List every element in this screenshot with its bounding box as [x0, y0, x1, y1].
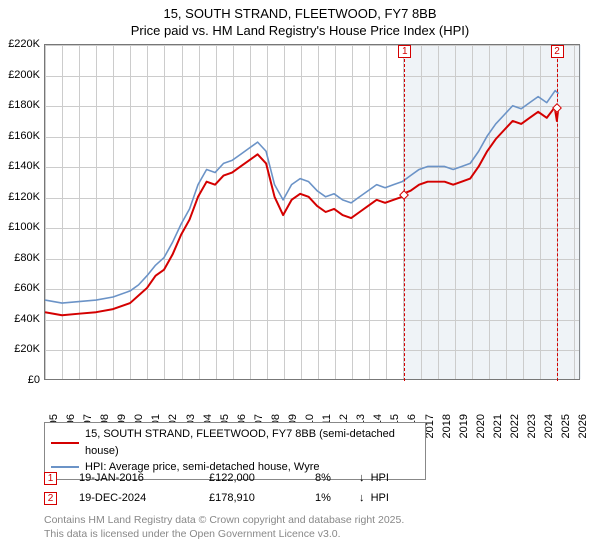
y-axis-label: £0: [4, 374, 40, 386]
sales-row-pct: 1%: [315, 492, 359, 504]
gridline-v: [489, 45, 490, 379]
y-axis-label: £60K: [4, 282, 40, 294]
callout-number-box: 2: [551, 45, 564, 58]
gridline-h: [45, 76, 579, 77]
series-line: [45, 91, 559, 304]
footer-line2: This data is licensed under the Open Gov…: [44, 528, 404, 542]
gridline-v: [369, 45, 370, 379]
y-axis-label: £160K: [4, 130, 40, 142]
gridline-v: [113, 45, 114, 379]
gridline-v: [455, 45, 456, 379]
gridline-v: [62, 45, 63, 379]
y-axis-label: £100K: [4, 221, 40, 233]
gridline-v: [79, 45, 80, 379]
title-line1: 15, SOUTH STRAND, FLEETWOOD, FY7 8BB: [0, 6, 600, 23]
x-axis-label: 2026: [577, 414, 589, 438]
gridline-v: [45, 45, 46, 379]
x-axis-label: 2025: [560, 414, 572, 438]
gridline-h: [45, 198, 579, 199]
gridline-v: [130, 45, 131, 379]
gridline-h: [45, 259, 579, 260]
y-axis-label: £120K: [4, 191, 40, 203]
callout-number-box: 1: [398, 45, 411, 58]
y-axis-label: £140K: [4, 160, 40, 172]
x-axis-label: 2019: [458, 414, 470, 438]
sales-row-number: 1: [44, 472, 57, 485]
y-axis-label: £80K: [4, 252, 40, 264]
gridline-v: [352, 45, 353, 379]
y-axis-label: £20K: [4, 343, 40, 355]
callout-marker: [399, 190, 409, 200]
y-axis-label: £40K: [4, 313, 40, 325]
gridline-h: [45, 350, 579, 351]
gridline-v: [233, 45, 234, 379]
sales-row-pct: 8%: [315, 472, 359, 484]
footer-line1: Contains HM Land Registry data © Crown c…: [44, 514, 404, 528]
y-axis-label: £200K: [4, 69, 40, 81]
sales-row-price: £178,910: [209, 492, 315, 504]
x-axis-label: 2020: [475, 414, 487, 438]
sales-row-hpi: ↓ HPI: [359, 492, 389, 504]
gridline-v: [182, 45, 183, 379]
sales-row-number: 2: [44, 492, 57, 505]
chart-container: 15, SOUTH STRAND, FLEETWOOD, FY7 8BB Pri…: [0, 0, 600, 560]
legend-label: 15, SOUTH STRAND, FLEETWOOD, FY7 8BB (se…: [85, 426, 419, 459]
gridline-v: [301, 45, 302, 379]
title-block: 15, SOUTH STRAND, FLEETWOOD, FY7 8BB Pri…: [0, 0, 600, 40]
gridline-h: [45, 137, 579, 138]
sales-row-date: 19-JAN-2016: [79, 472, 209, 484]
callout-line: [404, 59, 405, 381]
gridline-v: [267, 45, 268, 379]
gridline-v: [199, 45, 200, 379]
gridline-v: [574, 45, 575, 379]
gridline-h: [45, 320, 579, 321]
gridline-h: [45, 228, 579, 229]
sales-table: 1 19-JAN-2016£122,0008%↓ HPI 2 19-DEC-2024£…: [44, 468, 389, 508]
gridline-h: [45, 289, 579, 290]
sales-row: 2 19-DEC-2024£178,9101%↓ HPI: [44, 488, 389, 508]
x-axis-label: 2018: [441, 414, 453, 438]
x-axis-label: 2022: [509, 414, 521, 438]
y-axis-label: £180K: [4, 99, 40, 111]
gridline-v: [540, 45, 541, 379]
forecast-shaded-region: [404, 45, 581, 379]
x-axis-label: 2023: [526, 414, 538, 438]
title-line2: Price paid vs. HM Land Registry's House …: [0, 23, 600, 40]
gridline-v: [164, 45, 165, 379]
gridline-v: [506, 45, 507, 379]
gridline-v: [523, 45, 524, 379]
gridline-v: [96, 45, 97, 379]
gridline-v: [335, 45, 336, 379]
gridline-v: [386, 45, 387, 379]
line-series-svg: [45, 45, 579, 379]
y-axis-label: £220K: [4, 38, 40, 50]
series-line: [45, 106, 559, 316]
callout-marker: [552, 103, 562, 113]
plot-area: 12: [44, 44, 580, 380]
gridline-v: [472, 45, 473, 379]
sales-row-hpi: ↓ HPI: [359, 472, 389, 484]
legend-swatch: [51, 442, 79, 444]
sales-row-price: £122,000: [209, 472, 315, 484]
x-axis-label: 2021: [492, 414, 504, 438]
gridline-v: [438, 45, 439, 379]
gridline-h: [45, 167, 579, 168]
sales-row: 1 19-JAN-2016£122,0008%↓ HPI: [44, 468, 389, 488]
gridline-v: [250, 45, 251, 379]
x-axis-label: 2024: [543, 414, 555, 438]
gridline-v: [147, 45, 148, 379]
gridline-v: [216, 45, 217, 379]
sales-row-date: 19-DEC-2024: [79, 492, 209, 504]
gridline-v: [421, 45, 422, 379]
gridline-h: [45, 45, 579, 46]
gridline-h: [45, 106, 579, 107]
gridline-v: [318, 45, 319, 379]
footer-attribution: Contains HM Land Registry data © Crown c…: [44, 514, 404, 541]
gridline-v: [284, 45, 285, 379]
legend-item: 15, SOUTH STRAND, FLEETWOOD, FY7 8BB (se…: [51, 426, 419, 459]
